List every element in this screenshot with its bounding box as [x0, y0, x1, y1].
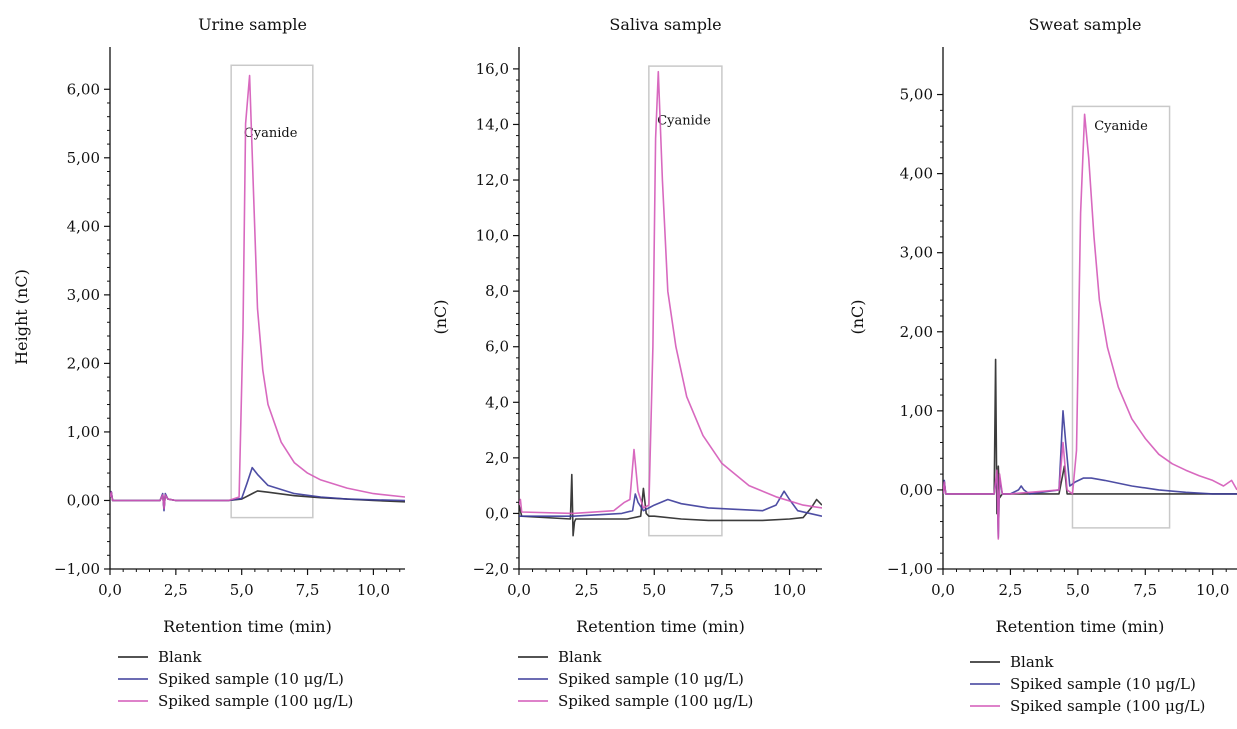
legend: Blank Spiked sample (10 μg/L) Spiked sampl… [518, 648, 753, 710]
series-line-1 [519, 473, 822, 537]
y-tick-label: 2,00 [900, 323, 933, 341]
x-tick-label: 10,0 [773, 581, 806, 599]
legend-label: Blank [158, 648, 202, 666]
y-tick-label: 4,0 [485, 393, 509, 411]
x-axis-label: Retention time (min) [163, 617, 332, 636]
legend-label: Blank [1010, 653, 1054, 671]
series-line-2 [110, 466, 405, 512]
x-tick-label: 2,5 [999, 581, 1023, 599]
cyanide-region-box [648, 65, 723, 537]
x-tick-label: 5,0 [1066, 581, 1090, 599]
y-tick-label: 4,00 [67, 217, 100, 235]
y-axis-label: (nC) [848, 299, 867, 334]
legend-label: Spiked sample (100 μg/L) [558, 692, 753, 710]
series-line-3 [943, 113, 1237, 540]
y-tick-label: 14,0 [476, 115, 509, 133]
y-tick-label: 5,00 [900, 86, 933, 104]
x-tick-label: 7,5 [710, 581, 734, 599]
chart-panel-3: Sweat sample Cyanide −1,00 0,00 1,00 2,00 3,00… [848, 15, 1237, 715]
y-tick-label: −2,0 [473, 560, 509, 578]
y-tick-label: 10,0 [476, 227, 509, 245]
series-line-3 [110, 74, 405, 510]
x-tick-label: 7,5 [1133, 581, 1157, 599]
cyanide-region-label: Cyanide [244, 126, 298, 141]
y-tick-label: 2,00 [67, 354, 100, 372]
y-tick-label: 3,00 [67, 286, 100, 304]
y-tick-label: 6,0 [485, 338, 509, 356]
x-tick-label: 10,0 [357, 581, 390, 599]
series-group [110, 74, 405, 512]
y-axis-label: (nC) [431, 299, 450, 334]
y-tick-label: 8,0 [485, 282, 509, 300]
x-tick-label: 0,0 [931, 581, 955, 599]
y-tick-label: 0,00 [900, 481, 933, 499]
cyanide-region-label: Cyanide [1094, 119, 1148, 134]
series-group [519, 70, 822, 537]
x-tick-label: 2,5 [575, 581, 599, 599]
chart-title: Urine sample [198, 15, 307, 34]
x-tick-label: 5,0 [230, 581, 254, 599]
x-tick-label: 7,5 [296, 581, 320, 599]
x-tick-label: 0,0 [98, 581, 122, 599]
y-tick-label: −1,00 [54, 560, 100, 578]
cyanide-region-label: Cyanide [657, 113, 711, 128]
y-tick-label: 0,00 [67, 491, 100, 509]
legend-label: Blank [558, 648, 602, 666]
y-tick-label: 0,0 [485, 504, 509, 522]
chart-panel-1: Urine sample Cyanide −1,00 0,00 1,00 2,00 3,00… [12, 15, 405, 710]
series-line-2 [519, 490, 822, 517]
x-tick-label: 0,0 [507, 581, 531, 599]
y-tick-label: 16,0 [476, 60, 509, 78]
series-line-3 [519, 70, 822, 515]
cyanide-region-box [1071, 105, 1171, 529]
x-tick-label: 2,5 [164, 581, 188, 599]
chart-panel-2: Saliva sample Cyanide −2,0 0,0 2,0 4,0 6,0 8,0 1… [431, 15, 822, 710]
legend-label: Spiked sample (10 μg/L) [558, 670, 744, 688]
cyanide-region-box [230, 64, 314, 519]
x-tick-label: 5,0 [642, 581, 666, 599]
y-tick-label: 12,0 [476, 171, 509, 189]
y-tick-label: 2,0 [485, 449, 509, 467]
chart-title: Saliva sample [609, 15, 721, 34]
y-tick-label: −1,00 [887, 560, 933, 578]
chart-title: Sweat sample [1029, 15, 1142, 34]
x-axis-label: Retention time (min) [996, 617, 1165, 636]
legend-label: Spiked sample (100 μg/L) [1010, 697, 1205, 715]
series-group [943, 113, 1237, 540]
y-tick-label: 1,00 [67, 423, 100, 441]
legend-label: Spiked sample (100 μg/L) [158, 692, 353, 710]
legend-label: Spiked sample (10 μg/L) [158, 670, 344, 688]
y-tick-label: 5,00 [67, 149, 100, 167]
y-tick-label: 3,00 [900, 244, 933, 262]
series-line-1 [943, 358, 1237, 515]
y-tick-label: 6,00 [67, 80, 100, 98]
series-line-2 [943, 410, 1237, 539]
y-tick-label: 1,00 [900, 402, 933, 420]
x-tick-label: 10,0 [1196, 581, 1229, 599]
y-tick-label: 4,00 [900, 165, 933, 183]
y-axis-label: Height (nC) [12, 269, 31, 365]
legend: Blank Spiked sample (10 μg/L) Spiked sampl… [118, 648, 353, 710]
legend: Blank Spiked sample (10 μg/L) Spiked sampl… [970, 653, 1205, 715]
legend-label: Spiked sample (10 μg/L) [1010, 675, 1196, 693]
x-axis-label: Retention time (min) [576, 617, 745, 636]
